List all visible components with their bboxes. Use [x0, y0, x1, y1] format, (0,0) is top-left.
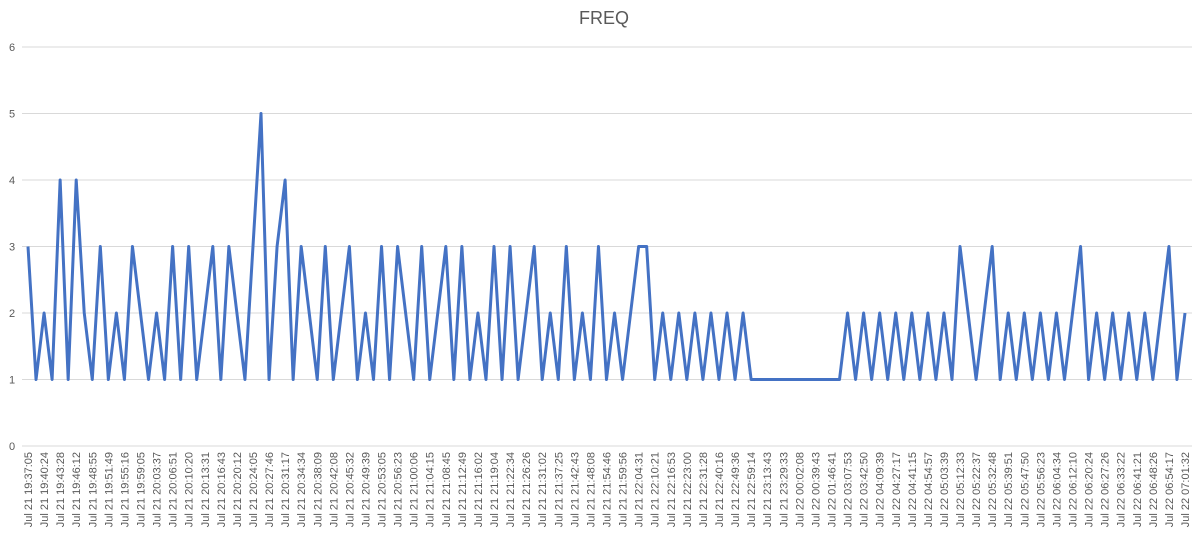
x-tick-label: Jul 21 20:06:51 [168, 452, 180, 527]
x-tick-label: Jul 21 22:23:00 [682, 452, 694, 527]
x-tick-label: Jul 22 07:01:32 [1180, 452, 1192, 527]
x-tick-label: Jul 22 04:09:39 [875, 452, 887, 527]
x-tick-label: Jul 21 20:45:32 [344, 452, 356, 527]
x-tick-label: Jul 21 19:51:49 [103, 452, 115, 527]
x-tick-label: Jul 21 21:48:08 [585, 452, 597, 527]
x-tick-label: Jul 22 06:41:21 [1132, 452, 1144, 527]
x-tick-label: Jul 22 04:27:17 [891, 452, 903, 527]
x-tick-label: Jul 22 04:41:15 [907, 452, 919, 527]
x-tick-label: Jul 21 20:53:05 [377, 452, 389, 527]
x-tick-label: Jul 21 21:59:56 [618, 452, 630, 527]
y-tick-label: 6 [9, 42, 15, 54]
x-tick-label: Jul 22 06:27:26 [1100, 452, 1112, 527]
x-tick-label: Jul 21 23:13:43 [762, 452, 774, 527]
x-tick-label: Jul 22 05:03:39 [939, 452, 951, 527]
x-tick-label: Jul 21 19:40:24 [39, 452, 51, 527]
series-line [26, 112, 1187, 381]
x-tick-label: Jul 21 19:37:05 [23, 452, 35, 527]
x-tick-label: Jul 22 03:42:50 [859, 452, 871, 527]
x-tick-label: Jul 21 21:00:06 [409, 452, 421, 527]
x-tick-label: Jul 21 20:42:08 [328, 452, 340, 527]
x-tick-label: Jul 21 19:55:16 [119, 452, 131, 527]
x-tick-label: Jul 21 19:46:12 [71, 452, 83, 527]
x-tick-label: Jul 22 06:54:17 [1164, 452, 1176, 527]
x-tick-label: Jul 21 20:34:34 [296, 452, 308, 527]
x-tick-label: Jul 22 04:54:57 [923, 452, 935, 527]
x-tick-label: Jul 22 06:12:10 [1068, 452, 1080, 527]
x-tick-label: Jul 22 06:20:24 [1084, 452, 1096, 527]
x-tick-label: Jul 21 22:31:28 [698, 452, 710, 527]
y-tick-label: 5 [9, 109, 15, 121]
x-tick-label: Jul 21 21:08:45 [441, 452, 453, 527]
x-tick-label: Jul 21 21:16:02 [473, 452, 485, 527]
x-tick-label: Jul 21 22:10:21 [650, 452, 662, 527]
x-tick-label: Jul 21 19:48:55 [87, 452, 99, 527]
x-tick-label: Jul 21 20:49:39 [360, 452, 372, 527]
y-tick-label: 1 [9, 375, 15, 387]
x-tick-label: Jul 21 22:59:14 [746, 452, 758, 527]
x-tick-label: Jul 21 20:27:46 [264, 452, 276, 527]
x-tick-label: Jul 22 05:47:50 [1019, 452, 1031, 527]
x-tick-label: Jul 21 20:38:09 [312, 452, 324, 527]
x-tick-label: Jul 21 21:37:25 [553, 452, 565, 527]
x-tick-label: Jul 21 21:54:46 [602, 452, 614, 527]
y-tick-label: 4 [9, 175, 15, 187]
x-tick-label: Jul 21 20:16:43 [216, 452, 228, 527]
x-tick-label: Jul 22 06:33:22 [1116, 452, 1128, 527]
x-tick-label: Jul 21 21:04:15 [425, 452, 437, 527]
x-tick-label: Jul 21 22:40:16 [714, 452, 726, 527]
x-tick-label: Jul 21 21:19:04 [489, 452, 501, 527]
x-tick-label: Jul 22 06:48:26 [1148, 452, 1160, 527]
y-tick-label: 2 [9, 308, 15, 320]
x-tick-label: Jul 21 20:03:37 [152, 452, 164, 527]
x-tick-label: Jul 21 20:13:31 [200, 452, 212, 527]
x-tick-label: Jul 22 05:22:37 [971, 452, 983, 527]
x-tick-label: Jul 21 23:29:33 [778, 452, 790, 527]
x-tick-label: Jul 21 21:31:02 [537, 452, 549, 527]
x-tick-label: Jul 21 19:43:28 [55, 452, 67, 527]
x-tick-label: Jul 21 22:49:36 [730, 452, 742, 527]
x-tick-label: Jul 22 06:04:34 [1051, 452, 1063, 527]
x-tick-label: Jul 22 03:07:53 [843, 452, 855, 527]
x-tick-label: Jul 22 05:56:23 [1035, 452, 1047, 527]
x-tick-label: Jul 22 05:32:48 [987, 452, 999, 527]
x-tick-label: Jul 21 20:31:17 [280, 452, 292, 527]
x-tick-label: Jul 21 21:12:49 [457, 452, 469, 527]
x-tick-label: Jul 21 20:10:20 [184, 452, 196, 527]
x-tick-label: Jul 22 00:02:08 [794, 452, 806, 527]
x-tick-label: Jul 21 20:56:23 [393, 452, 405, 527]
x-tick-label: Jul 22 00:39:43 [810, 452, 822, 527]
x-tick-label: Jul 21 21:26:26 [521, 452, 533, 527]
x-tick-label: Jul 21 20:20:12 [232, 452, 244, 527]
x-tick-label: Jul 21 21:42:43 [569, 452, 581, 527]
x-tick-label: Jul 22 01:46:41 [826, 452, 838, 527]
x-tick-label: Jul 21 21:22:34 [505, 452, 517, 527]
x-tick-label: Jul 21 19:59:05 [135, 452, 147, 527]
x-tick-label: Jul 21 22:04:31 [634, 452, 646, 527]
chart-title: FREQ [579, 8, 629, 28]
x-tick-label: Jul 21 22:16:53 [666, 452, 678, 527]
y-tick-label: 0 [9, 441, 15, 453]
x-tick-label: Jul 21 20:24:05 [248, 452, 260, 527]
x-tick-label: Jul 22 05:39:51 [1003, 452, 1015, 527]
y-tick-label: 3 [9, 242, 15, 254]
x-tick-label: Jul 22 05:12:33 [955, 452, 967, 527]
